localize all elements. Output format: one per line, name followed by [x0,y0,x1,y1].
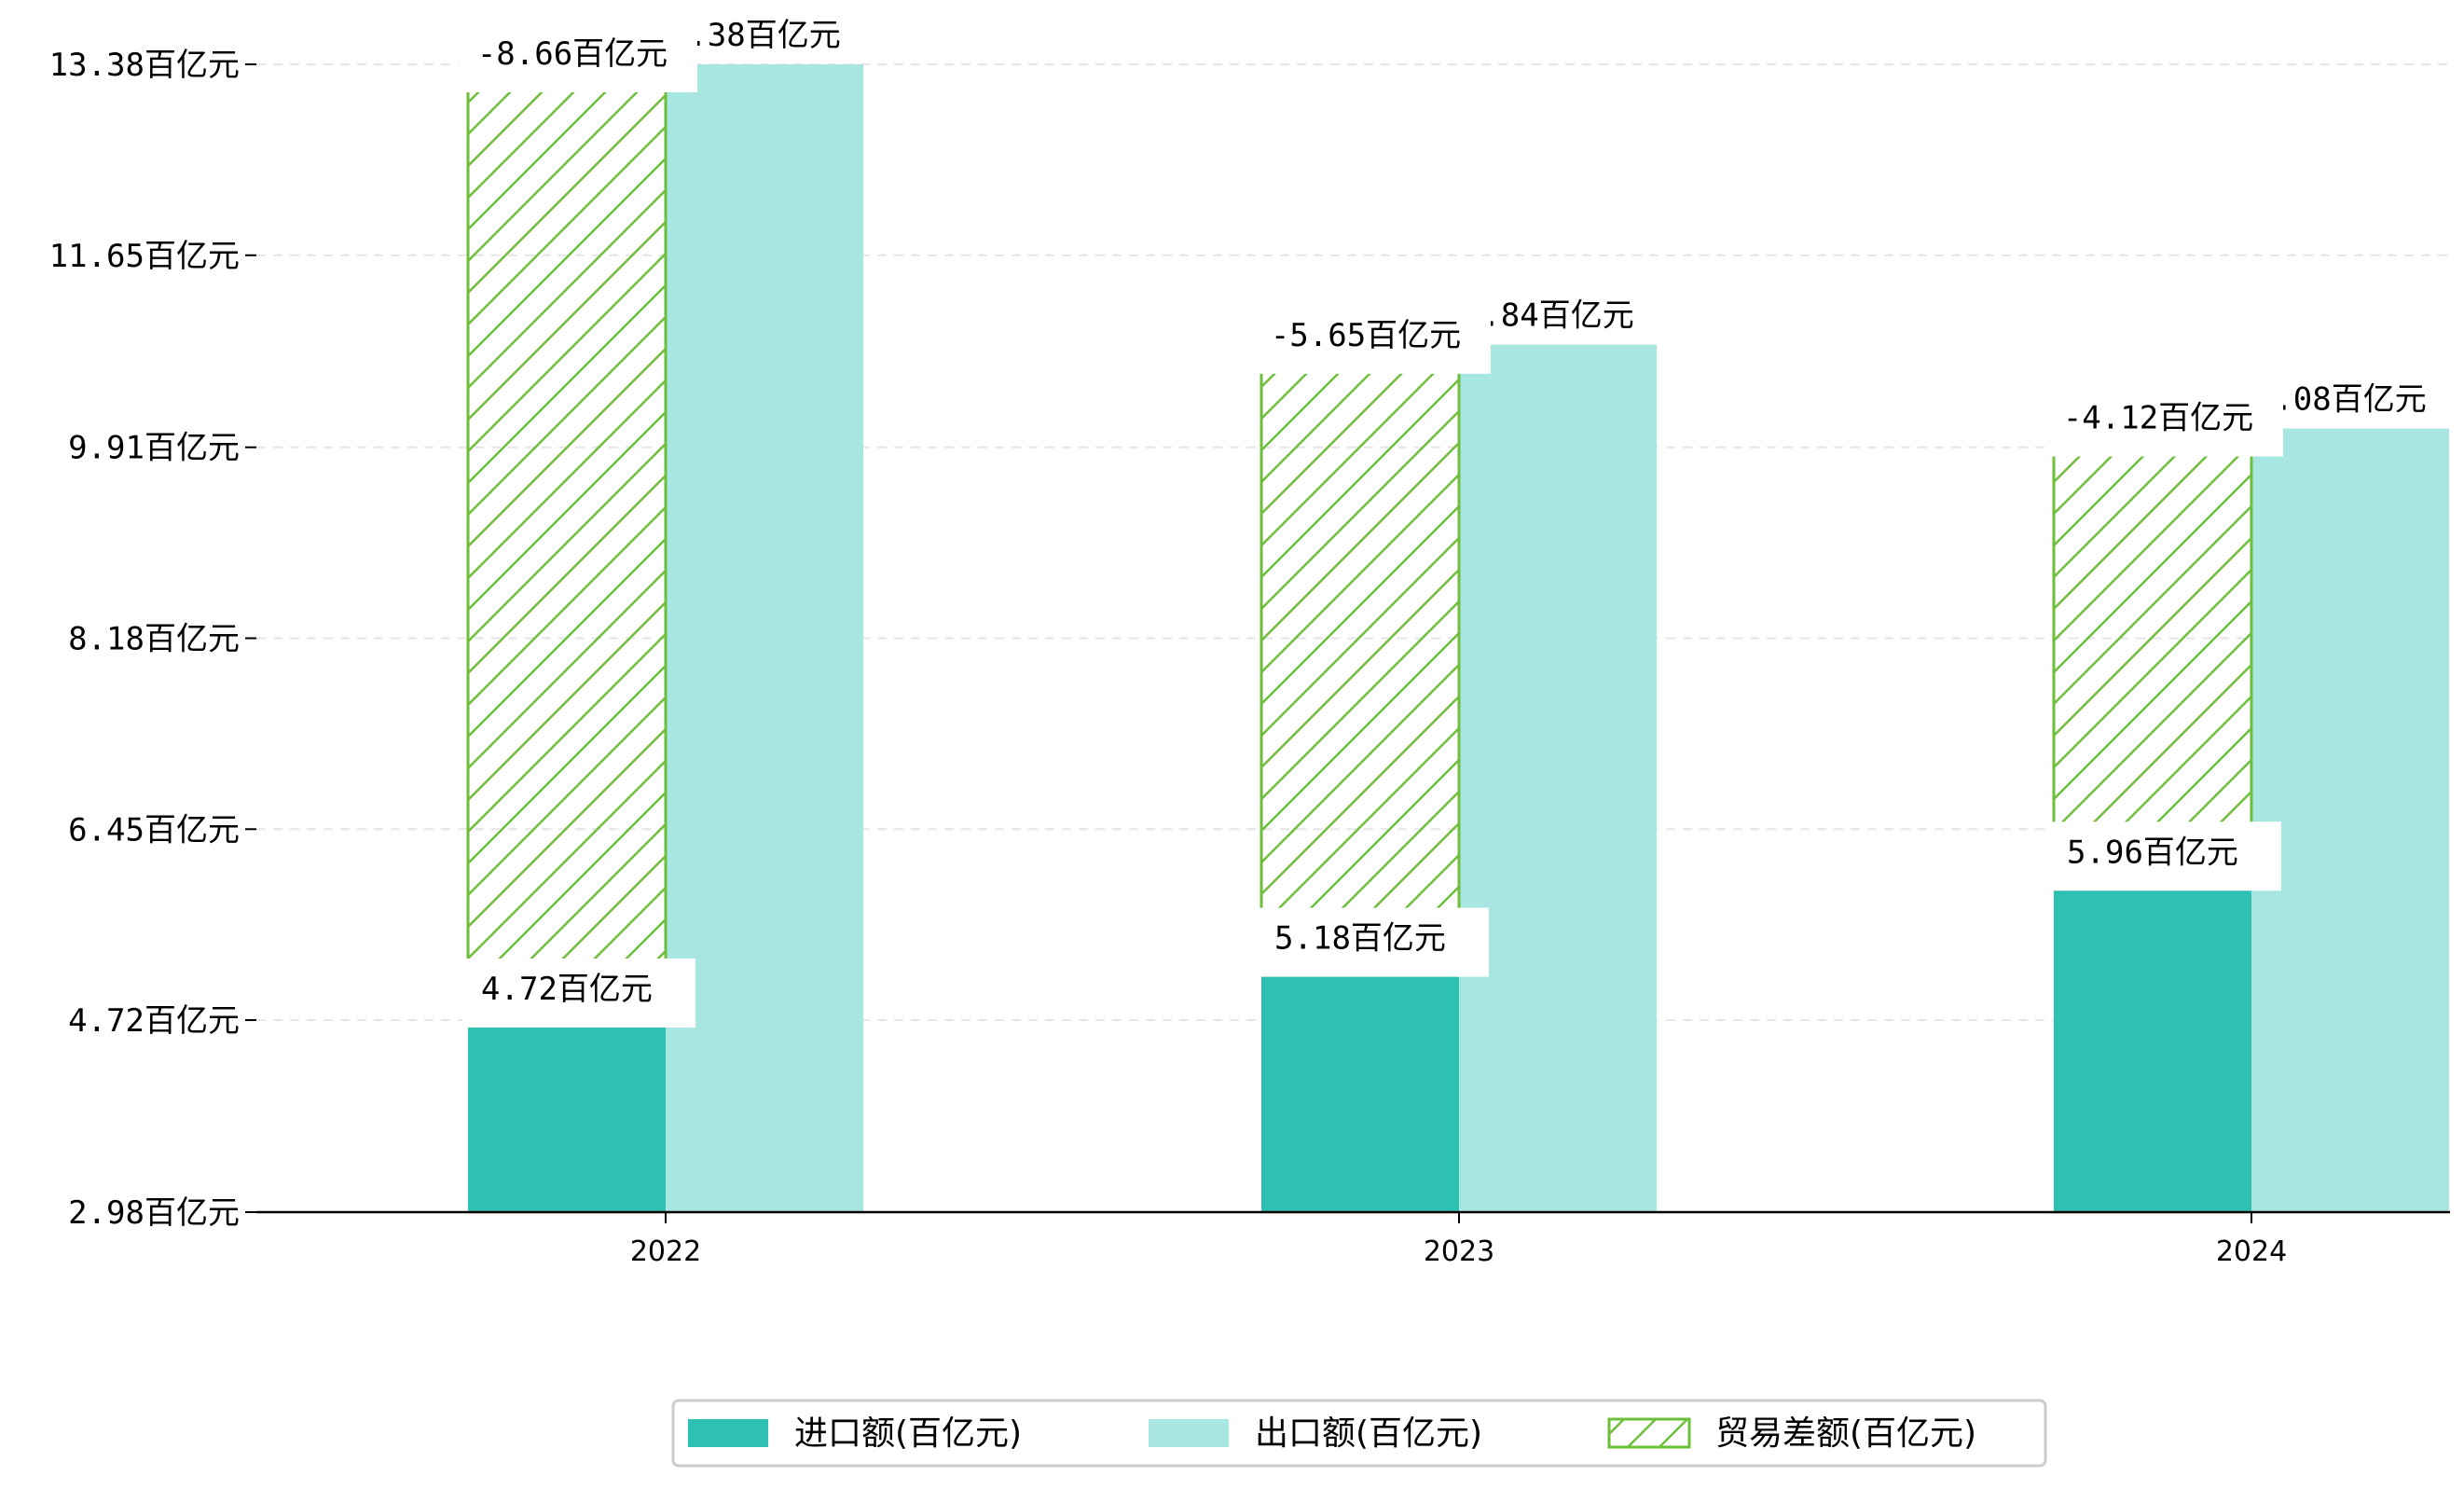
legend: 进口额(百亿元) 出口额(百亿元) 贸易差额(百亿元) [673,1400,2045,1466]
legend-item-export-swatch [1149,1419,1229,1447]
legend-item-balance-swatch [1609,1419,1689,1447]
y-tick-label: 11.65百亿元 [49,238,240,275]
import-value-label: 4.72百亿元 [481,971,653,1008]
bars [468,64,2449,1212]
import-bar [468,1020,666,1212]
y-tick-label: 4.72百亿元 [68,1002,240,1040]
x-tick-label: 2022 [630,1235,701,1268]
legend-item-import-swatch [688,1419,768,1447]
legend-item-balance-label: 贸易差额(百亿元) [1715,1414,1976,1453]
import-bar [2054,883,2251,1212]
export-value-label: .38百亿元 [688,17,840,54]
legend-item-import-label: 进口额(百亿元) [794,1414,1022,1453]
legend-item-export-label: 出口额(百亿元) [1255,1414,1482,1453]
y-tick-label: 8.18百亿元 [68,621,240,658]
import-bar [1261,970,1459,1212]
balance-value-label: -4.12百亿元 [2063,400,2253,437]
x-tick-label: 2024 [2216,1235,2287,1268]
balance-value-label: -8.66百亿元 [477,35,668,73]
x-tick-label: 2023 [1424,1235,1494,1268]
balance-value-label: -5.65百亿元 [1271,317,1461,354]
export-bar [1459,345,1657,1212]
trade-balance-bar [2054,429,2251,884]
export-value-label: .84百亿元 [1481,297,1633,335]
export-value-label: .08百亿元 [2274,381,2426,419]
export-bar [666,64,863,1212]
y-tick-label: 2.98百亿元 [68,1194,240,1232]
y-tick-label: 9.91百亿元 [68,430,240,467]
trade-balance-bar [1261,346,1459,970]
import-value-label: 5.18百亿元 [1274,920,1446,958]
trade-balance-bar [468,64,666,1020]
export-bar [2251,429,2449,1212]
y-tick-label: 6.45百亿元 [68,811,240,848]
import-value-label: 5.96百亿元 [2067,834,2238,871]
y-tick-label: 13.38百亿元 [49,47,240,84]
